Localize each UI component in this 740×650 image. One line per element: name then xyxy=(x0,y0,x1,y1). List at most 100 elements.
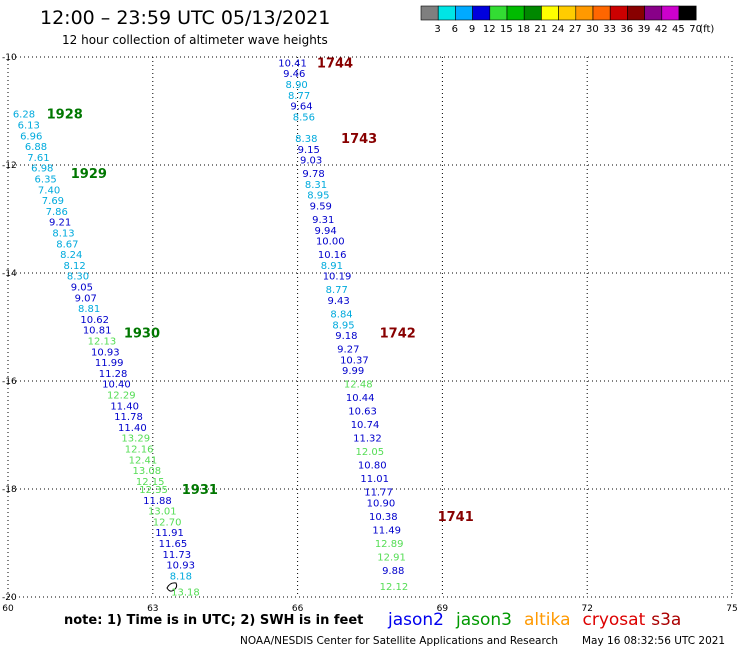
wave-height-value: 11.40 xyxy=(110,401,139,412)
scale-label: 12 xyxy=(483,24,496,35)
wave-height-value: 6.88 xyxy=(25,142,47,153)
page-title: 12:00 – 23:59 UTC 05/13/2021 xyxy=(40,7,331,29)
legend-jason3: jason3 xyxy=(456,610,512,630)
pass-time-label: 1928 xyxy=(47,108,83,123)
wave-height-value: 13.18 xyxy=(171,588,200,599)
wave-height-value: 9.07 xyxy=(75,293,97,304)
wave-height-value: 13.01 xyxy=(148,507,177,518)
scale-label: 33 xyxy=(603,24,616,35)
wave-height-value: 8.95 xyxy=(307,191,329,202)
island-outline xyxy=(166,582,178,592)
wave-height-value: 9.59 xyxy=(310,202,332,213)
wave-height-value: 9.64 xyxy=(290,102,312,113)
wave-height-value: 11.73 xyxy=(162,550,191,561)
scale-label: 36 xyxy=(620,24,633,35)
longitude-tick-label: 63 xyxy=(147,604,158,614)
wave-height-value: 7.40 xyxy=(38,185,60,196)
wave-height-value: 12.15 xyxy=(136,477,165,488)
scale-label: (ft) xyxy=(699,24,714,35)
pass-time-label: 1931 xyxy=(182,483,218,498)
wave-height-value: 10.93 xyxy=(166,561,195,572)
wave-height-value: 11.01 xyxy=(360,474,389,485)
legend-altika: altika xyxy=(524,610,571,630)
pass-time-label: 1929 xyxy=(71,167,107,182)
scale-label: 45 xyxy=(672,24,685,35)
wave-height-value: 11.99 xyxy=(95,358,124,369)
scale-label: 70 xyxy=(689,24,702,35)
wave-height-value: 9.78 xyxy=(302,169,324,180)
pass-time-label: 1930 xyxy=(124,326,160,341)
wave-height-value: 10.63 xyxy=(348,407,377,418)
wave-height-value: 10.40 xyxy=(102,380,131,391)
wave-height-value: 12.35 xyxy=(139,485,168,496)
wave-height-value: 12.16 xyxy=(125,445,154,456)
scale-label: 39 xyxy=(638,24,651,35)
wave-height-value: 9.99 xyxy=(342,366,364,377)
wave-height-value: 10.16 xyxy=(318,250,347,261)
wave-height-value: 12.89 xyxy=(375,539,404,550)
wave-height-value: 12.41 xyxy=(129,455,158,466)
latitude-tick-label: -12 xyxy=(2,161,17,171)
scale-label: 21 xyxy=(534,24,547,35)
wave-height-value: 8.67 xyxy=(56,239,78,250)
wave-height-value: 8.91 xyxy=(321,261,343,272)
credit-text: NOAA/NESDIS Center for Satellite Applica… xyxy=(240,635,558,647)
pass-time-label: 1744 xyxy=(317,56,353,71)
wave-height-value: 10.37 xyxy=(340,355,369,366)
wave-height-value: 8.18 xyxy=(170,571,192,582)
wave-height-value: 10.80 xyxy=(358,461,387,472)
wave-height-value: 12.70 xyxy=(153,517,182,528)
wave-height-value: 10.74 xyxy=(351,420,380,431)
wave-height-value: 8.12 xyxy=(64,261,86,272)
wave-height-value: 8.90 xyxy=(286,80,308,91)
scale-label: 3 xyxy=(434,24,440,35)
legend-jason2: jason2 xyxy=(388,610,444,630)
wave-height-value: 9.05 xyxy=(71,283,93,294)
satellite-legend: jason2 jason3 altika cryosat s3a xyxy=(388,610,693,630)
scale-swatch xyxy=(678,5,697,21)
wave-height-value: 6.13 xyxy=(18,121,40,132)
longitude-tick-label: 72 xyxy=(581,604,592,614)
wave-height-value: 11.78 xyxy=(114,412,143,423)
latitude-tick-label: -20 xyxy=(2,593,17,603)
wave-height-value: 10.19 xyxy=(323,272,352,283)
wave-height-value: 7.69 xyxy=(42,196,64,207)
wave-height-value: 12.48 xyxy=(344,380,373,391)
wave-height-value: 12.12 xyxy=(380,582,409,593)
wave-height-value: 9.27 xyxy=(337,345,359,356)
wave-height-value: 8.56 xyxy=(293,112,315,123)
scale-label: 18 xyxy=(517,24,530,35)
longitude-tick-label: 66 xyxy=(292,604,304,614)
wave-height-value: 13.08 xyxy=(133,466,162,477)
wave-height-value: 8.84 xyxy=(330,310,352,321)
wave-height-value: 12.13 xyxy=(88,337,117,348)
wave-height-value: 11.32 xyxy=(353,434,382,445)
wave-height-value: 11.91 xyxy=(155,528,184,539)
wave-height-color-scale: 3 6 9 12 15 18 21 24 27 30 33 36 39 42 45 70(ft) xyxy=(420,5,714,35)
wave-height-value: 10.90 xyxy=(367,499,396,510)
wave-height-value: 8.24 xyxy=(60,250,82,261)
wave-height-value: 11.40 xyxy=(118,423,147,434)
wave-height-value: 6.96 xyxy=(20,131,42,142)
wave-height-value: 9.03 xyxy=(300,156,322,167)
scale-label: 27 xyxy=(569,24,582,35)
wave-height-value: 9.15 xyxy=(298,145,320,156)
wave-height-value: 8.38 xyxy=(295,134,317,145)
scale-label: 6 xyxy=(452,24,458,35)
wave-height-value: 9.46 xyxy=(283,69,305,80)
wave-height-value: 13.29 xyxy=(121,434,150,445)
pass-time-label: 1741 xyxy=(438,510,474,525)
wave-height-value: 6.35 xyxy=(35,175,57,186)
timestamp-text: May 16 08:32:56 UTC 2021 xyxy=(582,635,726,647)
footnote: note: 1) Time is in UTC; 2) SWH is in fe… xyxy=(64,613,364,628)
wave-height-value: 11.88 xyxy=(143,496,172,507)
scale-label: 24 xyxy=(552,24,565,35)
wave-height-value: 10.93 xyxy=(91,347,120,358)
legend-s3a: s3a xyxy=(651,610,682,630)
page-subtitle: 12 hour collection of altimeter wave hei… xyxy=(62,33,328,47)
wave-height-value: 10.81 xyxy=(83,326,112,337)
wave-height-value: 10.41 xyxy=(278,58,307,69)
wave-height-value: 9.18 xyxy=(335,331,357,342)
wave-height-value: 12.29 xyxy=(107,391,136,402)
